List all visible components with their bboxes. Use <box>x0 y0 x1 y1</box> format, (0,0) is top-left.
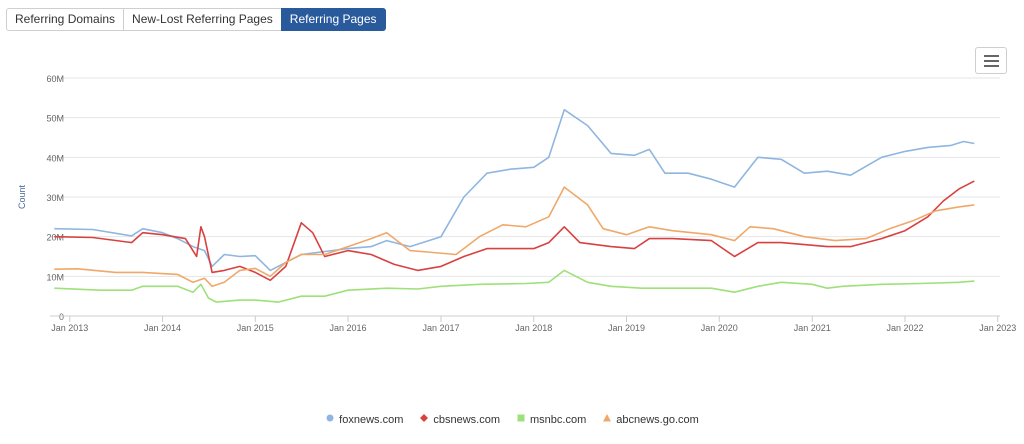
legend-item-2[interactable]: msnbc.com <box>516 413 586 426</box>
y-axis-label: Count <box>17 185 27 210</box>
x-tick-label: Jan 2022 <box>886 323 923 333</box>
legend-item-1[interactable]: cbsnews.com <box>419 413 500 426</box>
chart-legend: foxnews.com cbsnews.com msnbc.com abcnews.g… <box>0 413 1024 426</box>
series-line-3 <box>54 186 975 288</box>
tab-referring-pages[interactable]: Referring Pages <box>280 8 386 31</box>
legend-label: cbsnews.com <box>433 413 501 426</box>
square-marker-icon <box>516 413 530 426</box>
triangle-marker-icon <box>602 413 616 426</box>
diamond-marker-icon <box>419 413 433 426</box>
x-tick-label: Jan 2016 <box>330 323 367 333</box>
y-tick-label: 60M <box>46 74 64 84</box>
y-tick-label: 10M <box>46 272 64 282</box>
legend-item-0[interactable]: foxnews.com <box>325 413 403 426</box>
y-tick-label: 40M <box>46 153 64 163</box>
hamburger-menu-icon <box>984 55 999 57</box>
x-tick-label: Jan 2019 <box>608 323 645 333</box>
legend-item-3[interactable]: abcnews.go.com <box>602 413 699 426</box>
tab-referring-domains[interactable]: Referring Domains <box>6 8 125 31</box>
tab-group: Referring Domains New-Lost Referring Pag… <box>6 8 386 31</box>
x-tick-label: Jan 2017 <box>423 323 460 333</box>
y-tick-label: 30M <box>46 193 64 203</box>
x-tick-label: Jan 2023 <box>979 323 1016 333</box>
series-group <box>54 108 975 303</box>
y-axis-ticks: 0 10M 20M 30M 40M 50M 60M <box>46 74 64 322</box>
x-axis-ticks: Jan 2013 Jan 2014 Jan 2015 Jan 2016 Jan 2017… <box>51 316 1016 333</box>
hamburger-menu-icon-line <box>984 60 999 62</box>
tab-new-lost-referring-pages[interactable]: New-Lost Referring Pages <box>123 8 282 31</box>
series-line-0 <box>54 108 975 272</box>
series-line-2 <box>54 269 975 303</box>
grid-lines <box>50 77 1000 277</box>
legend-label: abcnews.go.com <box>616 413 699 426</box>
y-tick-label: 50M <box>46 114 64 124</box>
y-tick-label: 20M <box>46 233 64 243</box>
circle-marker-icon <box>325 413 339 426</box>
series-line-1 <box>54 180 975 282</box>
x-tick-label: Jan 2015 <box>237 323 274 333</box>
legend-label: foxnews.com <box>339 413 404 426</box>
legend-label: msnbc.com <box>530 413 587 426</box>
x-tick-label: Jan 2021 <box>794 323 831 333</box>
chart-menu-button[interactable] <box>975 47 1007 74</box>
x-tick-label: Jan 2018 <box>515 323 552 333</box>
x-tick-label: Jan 2020 <box>701 323 738 333</box>
y-tick-label: 0 <box>59 312 64 322</box>
x-tick-label: Jan 2013 <box>51 323 88 333</box>
hamburger-menu-icon-line <box>984 65 999 67</box>
x-tick-label: Jan 2014 <box>144 323 181 333</box>
